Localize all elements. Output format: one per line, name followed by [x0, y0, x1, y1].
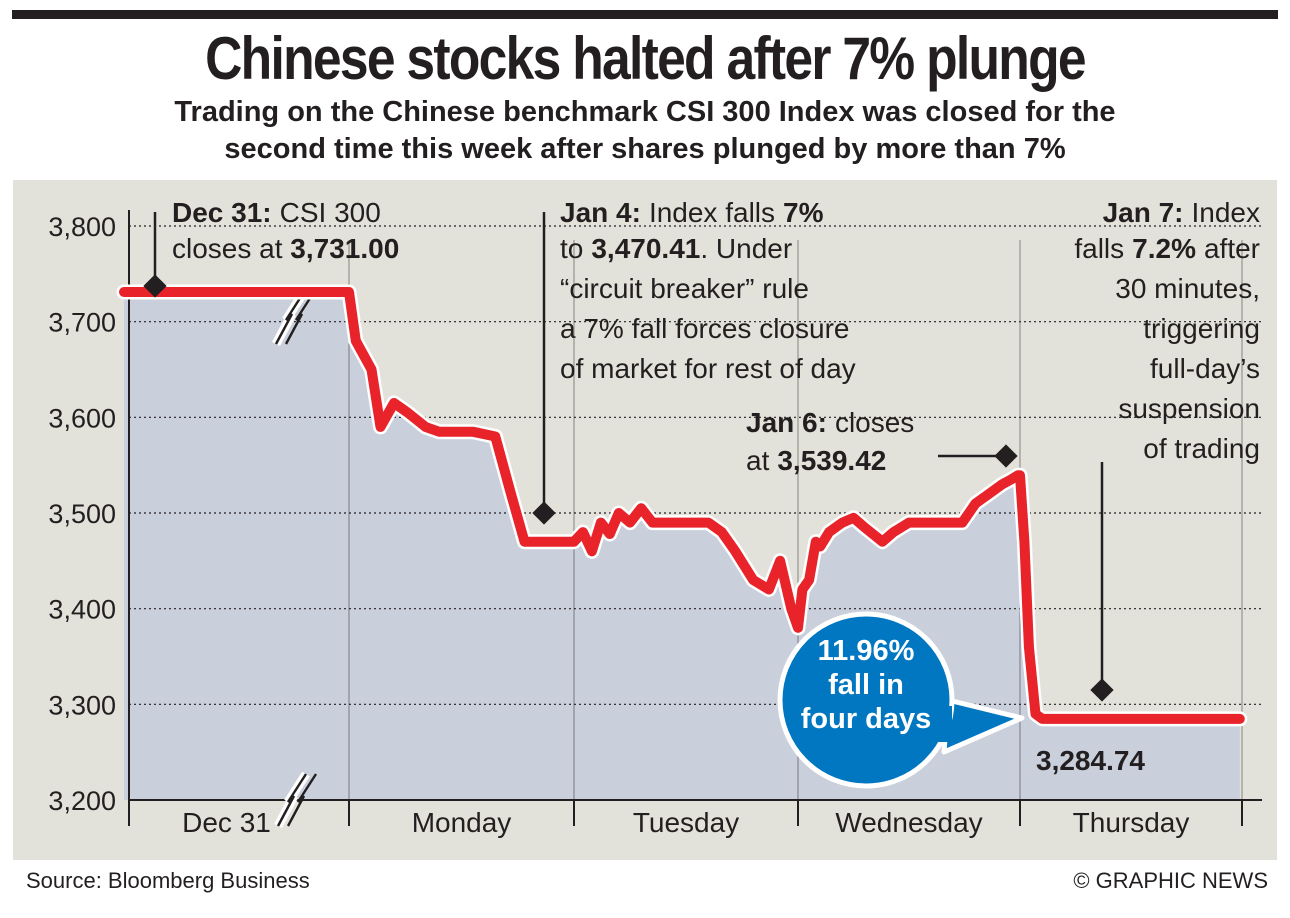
annotation-jan4-line5: of market for rest of day [560, 353, 856, 384]
y-tick-label: 3,300 [48, 690, 116, 720]
annotation-jan4-line1: Jan 4: Index falls 7% [560, 197, 824, 228]
annotation-jan7-line2: falls 7.2% after [1074, 233, 1260, 264]
fall-bubble: 11.96% fall in four days [777, 611, 1025, 789]
axis-break-bottom [274, 771, 318, 829]
credit-text: © GRAPHIC NEWS [1073, 868, 1268, 893]
y-tick-label: 3,700 [48, 308, 116, 338]
marker-dec31 [143, 274, 167, 298]
bubble-line-3: four days [801, 703, 932, 735]
subtitle-line-1: Trading on the Chinese benchmark CSI 300… [174, 96, 1116, 128]
y-tick-label: 3,200 [48, 786, 116, 816]
annotation-jan7-line4: triggering [1143, 313, 1260, 344]
chart-title: Chinese stocks halted after 7% plunge [205, 25, 1086, 92]
end-value-label: 3,284.74 [1036, 745, 1145, 776]
top-rule [12, 10, 1278, 19]
bubble-circle [777, 611, 955, 789]
annotation-jan4-line2: to 3,470.41. Under [560, 233, 792, 264]
y-tick-label: 3,500 [48, 499, 116, 529]
annotation-jan7-line1: Jan 7: Index [1103, 197, 1260, 228]
y-tick-label: 3,600 [48, 403, 116, 433]
marker-jan4 [532, 501, 556, 525]
annotation-jan7-line3: 30 minutes, [1115, 273, 1260, 304]
annotation-jan6-line1: Jan 6: closes [746, 407, 914, 438]
annotation-jan7-line7: of trading [1143, 433, 1260, 464]
area-fill [124, 292, 1240, 800]
x-category-label: Tuesday [633, 807, 739, 838]
source-text: Source: Bloomberg Business [26, 868, 310, 893]
annotation-jan6-line2: at 3,539.42 [746, 445, 886, 476]
marker-jan6 [994, 444, 1018, 468]
chart-subtitle: Trading on the Chinese benchmark CSI 300… [0, 94, 1290, 168]
subtitle-line-2: second time this week after shares plung… [224, 133, 1066, 165]
x-category-label: Wednesday [835, 807, 982, 838]
x-category-label: Thursday [1073, 807, 1190, 838]
axis-break-top [272, 289, 316, 347]
annotation-jan4-line4: a 7% fall forces closure [560, 313, 849, 344]
series-line [119, 287, 1245, 724]
annotation-jan7-line6: suspension [1118, 393, 1260, 424]
annotation-leaders [143, 212, 1114, 702]
marker-jan7 [1090, 678, 1114, 702]
annotation-dec31-line1: Dec 31: CSI 300 [172, 197, 381, 228]
annotation-jan4-line3: “circuit breaker” rule [560, 273, 809, 304]
annotation-jan7-line5: full-day’s [1150, 353, 1260, 384]
x-category-label: Dec 31 [182, 807, 271, 838]
bubble-line-1: 11.96% [818, 635, 915, 667]
bubble-line-2: fall in [828, 669, 904, 701]
x-category-label: Monday [412, 807, 512, 838]
y-tick-label: 3,800 [48, 212, 116, 242]
y-tick-label: 3,400 [48, 595, 116, 625]
annotation-dec31-line2: closes at 3,731.00 [172, 233, 399, 264]
